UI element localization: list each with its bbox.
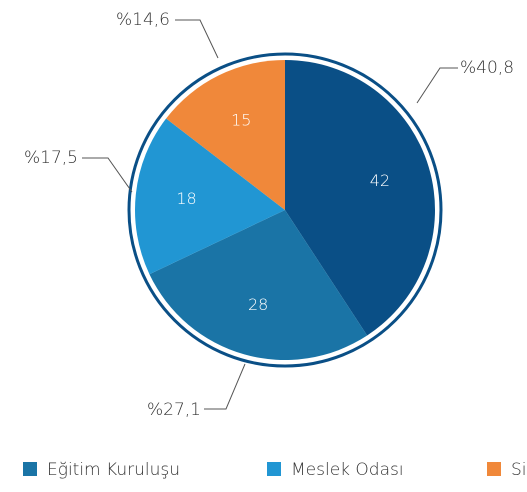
- legend-swatch: [23, 462, 37, 476]
- percent-label: %40,8: [460, 58, 514, 78]
- leader-line: [175, 19, 219, 59]
- legend-label: Eğitim Kuruluşu: [47, 460, 180, 480]
- legend-swatch: [487, 462, 501, 476]
- legend-label: Meslek Odası: [291, 460, 404, 480]
- leader-line: [82, 157, 133, 193]
- leader-line: [204, 363, 246, 410]
- pie-slice: [135, 118, 285, 275]
- slice-label: 18: [176, 189, 196, 208]
- slice-label: 28: [248, 295, 268, 314]
- pie-ring: [127, 52, 443, 368]
- percent-label: %14,6: [116, 10, 170, 30]
- percent-label: %27,1: [147, 400, 201, 420]
- slice-label: 42: [370, 171, 390, 190]
- slice-label: 15: [231, 111, 251, 130]
- pie-slice: [149, 210, 368, 361]
- percent-label: %17,5: [24, 148, 78, 168]
- legend-label: Si: [511, 460, 527, 480]
- legend-swatch: [267, 462, 281, 476]
- pie-slice: [166, 60, 285, 210]
- leader-line: [416, 67, 458, 104]
- pie-slice: [285, 60, 435, 336]
